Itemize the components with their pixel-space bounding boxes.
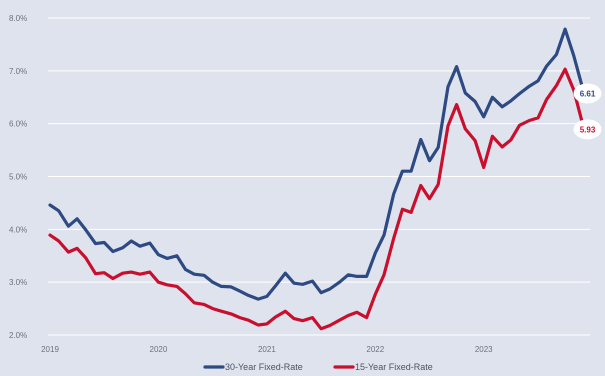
y-tick-label: 7.0% <box>9 67 27 76</box>
y-tick-label: 5.0% <box>9 173 27 182</box>
end-value-label: 5.93 <box>580 125 596 134</box>
series-line-1 <box>48 67 586 331</box>
y-tick-label: 4.0% <box>9 225 27 234</box>
end-value-bubble-1 <box>573 119 602 140</box>
y-tick-label: 2.0% <box>9 331 27 340</box>
end-value-labels: 6.61 5.93 <box>573 83 602 140</box>
legend: 30-Year Fixed-Rate 15-Year Fixed-Rate <box>203 362 433 372</box>
x-axis-ticks: 2019 2020 2021 2022 2023 <box>41 345 493 354</box>
x-tick-label: 2023 <box>475 345 493 354</box>
legend-label: 15-Year Fixed-Rate <box>355 362 433 372</box>
y-tick-label: 3.0% <box>9 278 27 287</box>
x-tick-label: 2020 <box>150 345 168 354</box>
end-value-bubble-0 <box>573 83 602 104</box>
y-tick-label: 6.0% <box>9 120 27 129</box>
x-tick-label: 2019 <box>41 345 59 354</box>
end-value-label: 6.61 <box>580 89 596 98</box>
legend-label: 30-Year Fixed-Rate <box>225 362 303 372</box>
series-lines <box>48 27 586 331</box>
x-tick-label: 2022 <box>366 345 384 354</box>
x-tick-label: 2021 <box>258 345 276 354</box>
series-line-0 <box>48 27 586 301</box>
y-tick-label: 8.0% <box>9 14 27 23</box>
gridlines <box>48 17 590 336</box>
y-axis-ticks: 2.0% 3.0% 4.0% 5.0% 6.0% 7.0% 8.0% <box>9 14 27 340</box>
